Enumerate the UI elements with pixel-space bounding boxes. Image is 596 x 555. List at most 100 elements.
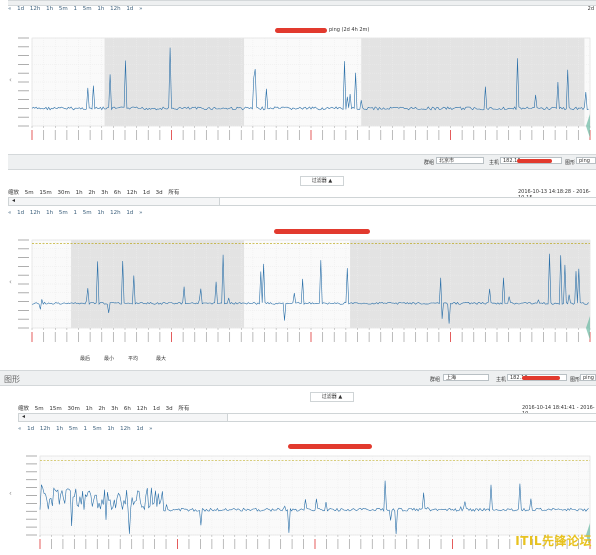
- zoom-link[interactable]: 1d: [126, 210, 134, 216]
- zoom-link[interactable]: 5m: [92, 426, 102, 432]
- zoom-link[interactable]: 5m: [68, 426, 78, 432]
- zoom-link[interactable]: 12h: [110, 210, 121, 216]
- zoom-link[interactable]: 12h: [110, 6, 121, 12]
- redaction: [517, 159, 552, 163]
- zoom-link[interactable]: 1h: [97, 210, 105, 216]
- zoom-link[interactable]: 1: [83, 426, 87, 432]
- redaction: [274, 229, 370, 234]
- scroll-left-icon[interactable]: ◂: [22, 413, 26, 420]
- zoom-preset[interactable]: 2h: [88, 190, 96, 196]
- collapse-icon: ‹: [9, 490, 12, 498]
- zoom-link[interactable]: 5m: [58, 6, 68, 12]
- zoom-link[interactable]: 12h: [29, 6, 41, 12]
- zoom-preset[interactable]: 1d: [152, 406, 160, 412]
- zoom-preset[interactable]: 1h: [85, 406, 93, 412]
- top-partial-bar: [8, 0, 596, 6]
- zoom-link[interactable]: 12h: [120, 426, 131, 432]
- zoom-end-arrow[interactable]: »: [139, 6, 143, 12]
- scroll-thumb[interactable]: [219, 198, 596, 205]
- zoom-link[interactable]: 1h: [97, 6, 105, 12]
- zoom-preset[interactable]: 15m: [39, 190, 52, 196]
- redaction: [288, 444, 372, 449]
- zoom-link[interactable]: 5m: [82, 6, 92, 12]
- zoom-preset[interactable]: 12h: [126, 190, 138, 196]
- collapse-icon: ‹: [9, 278, 12, 286]
- zoom-link[interactable]: 1h: [56, 426, 64, 432]
- scroll-left-icon[interactable]: ◂: [12, 197, 16, 204]
- zoom-presets: 缩放 5m 15m 30m 1h 2h 3h 6h 12h 1d 3d 所有: [8, 188, 183, 196]
- zoom-nav-3[interactable]: « 1d 12h 1h 5m 1 5m 1h 12h 1d »: [18, 426, 156, 432]
- zoom-preset[interactable]: 5m: [34, 406, 44, 412]
- legend-avg: 平均: [128, 356, 139, 362]
- zoom-link[interactable]: 5m: [58, 210, 68, 216]
- zoom-link[interactable]: 12h: [29, 210, 41, 216]
- zoom-link[interactable]: 1d: [136, 426, 144, 432]
- zoom-start-arrow[interactable]: «: [8, 6, 12, 12]
- zoom-preset[interactable]: 1h: [75, 190, 83, 196]
- series-line: [31, 47, 589, 111]
- zoom-link[interactable]: 1: [73, 210, 77, 216]
- zoom-nav-2[interactable]: « 1d 12h 1h 5m 1 5m 1h 12h 1d »: [8, 210, 146, 216]
- page-edge-label: 2d: [587, 6, 594, 12]
- group-select[interactable]: 上海: [443, 374, 489, 381]
- series-line: [31, 253, 589, 324]
- zoom-link[interactable]: 12h: [39, 426, 51, 432]
- timeline-scrollbar[interactable]: ◂: [18, 413, 596, 422]
- graph-select[interactable]: ping: [576, 157, 596, 164]
- zoom-label: 缩放: [18, 406, 30, 412]
- zoom-preset[interactable]: 3d: [165, 406, 173, 412]
- zoom-preset[interactable]: 5m: [24, 190, 34, 196]
- zoom-nav-top[interactable]: « 1d 12h 1h 5m 1 5m 1h 12h 1d »: [8, 6, 146, 12]
- series-line: [39, 480, 589, 535]
- zoom-preset[interactable]: 30m: [57, 190, 70, 196]
- zoom-preset[interactable]: 3h: [111, 406, 119, 412]
- redaction: [275, 28, 327, 33]
- zoom-preset[interactable]: 3d: [155, 190, 163, 196]
- page-title: 图形: [4, 375, 20, 384]
- zoom-preset[interactable]: 所有: [178, 406, 190, 412]
- zoom-link[interactable]: 1h: [46, 210, 54, 216]
- group-select[interactable]: 北京市: [436, 157, 484, 164]
- zoom-start-arrow[interactable]: «: [8, 210, 12, 216]
- timeline-scrollbar[interactable]: ◂: [8, 197, 596, 206]
- chart1-graph: ‹: [9, 37, 591, 140]
- night-shading: [71, 240, 245, 328]
- legend-last: 最后: [80, 356, 91, 362]
- now-marker: [586, 316, 590, 340]
- zoom-link[interactable]: 1d: [27, 426, 35, 432]
- zoom-preset[interactable]: 6h: [113, 190, 121, 196]
- chart3-graph: ‹: [9, 455, 591, 549]
- now-marker: [586, 523, 590, 547]
- zoom-link[interactable]: 1h: [46, 6, 54, 12]
- zoom-preset[interactable]: 3h: [101, 190, 109, 196]
- zoom-end-arrow[interactable]: »: [139, 210, 143, 216]
- zoom-link[interactable]: 5m: [82, 210, 92, 216]
- graph-label: 图形: [570, 377, 581, 383]
- zoom-preset[interactable]: 15m: [49, 406, 62, 412]
- host-label: 主机: [496, 377, 507, 383]
- zoom-label: 缩放: [8, 190, 20, 196]
- zoom-preset[interactable]: 12h: [136, 406, 148, 412]
- filter-toggle[interactable]: 过滤器 ▲: [310, 392, 354, 402]
- redaction: [522, 376, 560, 380]
- watermark: ITIL先锋论坛: [515, 534, 592, 548]
- scroll-thumb[interactable]: [227, 414, 596, 421]
- zoom-link[interactable]: 1: [73, 6, 77, 12]
- zoom-preset[interactable]: 30m: [67, 406, 80, 412]
- zoom-preset[interactable]: 2h: [98, 406, 106, 412]
- chart1-title: ping (2d 4h 2m): [329, 27, 370, 33]
- group-label: 群组: [430, 377, 441, 383]
- zoom-preset[interactable]: 所有: [168, 190, 180, 196]
- zoom-link[interactable]: 1d: [17, 210, 25, 216]
- zoom-link[interactable]: 1d: [126, 6, 134, 12]
- legend-min: 最小: [104, 356, 115, 362]
- zoom-link[interactable]: 1h: [107, 426, 115, 432]
- zoom-preset[interactable]: 6h: [123, 406, 131, 412]
- zoom-end-arrow[interactable]: »: [149, 426, 153, 432]
- zoom-link[interactable]: 1d: [17, 6, 25, 12]
- graph-label: 图形: [565, 160, 576, 166]
- zoom-start-arrow[interactable]: «: [18, 426, 22, 432]
- zoom-preset[interactable]: 1d: [142, 190, 150, 196]
- filter-toggle[interactable]: 过滤器 ▲: [300, 176, 344, 186]
- graph-select[interactable]: ping: [580, 374, 596, 381]
